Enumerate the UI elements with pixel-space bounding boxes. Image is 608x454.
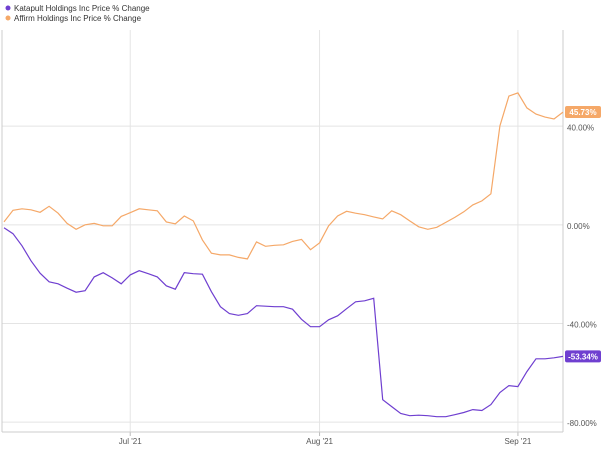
end-label: 45.73%: [569, 108, 596, 117]
legend-label: Affirm Holdings Inc Price % Change: [14, 14, 142, 23]
y-tick-label: 40.00%: [567, 123, 594, 132]
legend-label: Katapult Holdings Inc Price % Change: [14, 4, 150, 13]
legend-marker: [5, 5, 11, 11]
x-tick-label: Aug '21: [306, 437, 333, 446]
y-tick-label: -40.00%: [567, 321, 597, 330]
y-tick-label: 0.00%: [567, 222, 590, 231]
x-tick-label: Sep '21: [504, 437, 531, 446]
end-label: -53.34%: [568, 352, 598, 361]
end-label-tag: [565, 106, 601, 119]
y-tick-label: -80.00%: [567, 419, 597, 428]
series-line: [3, 227, 564, 418]
end-label-tag: [565, 350, 601, 363]
x-tick-label: Jul '21: [119, 437, 142, 446]
series-line: [3, 92, 564, 260]
legend-marker: [5, 15, 11, 21]
